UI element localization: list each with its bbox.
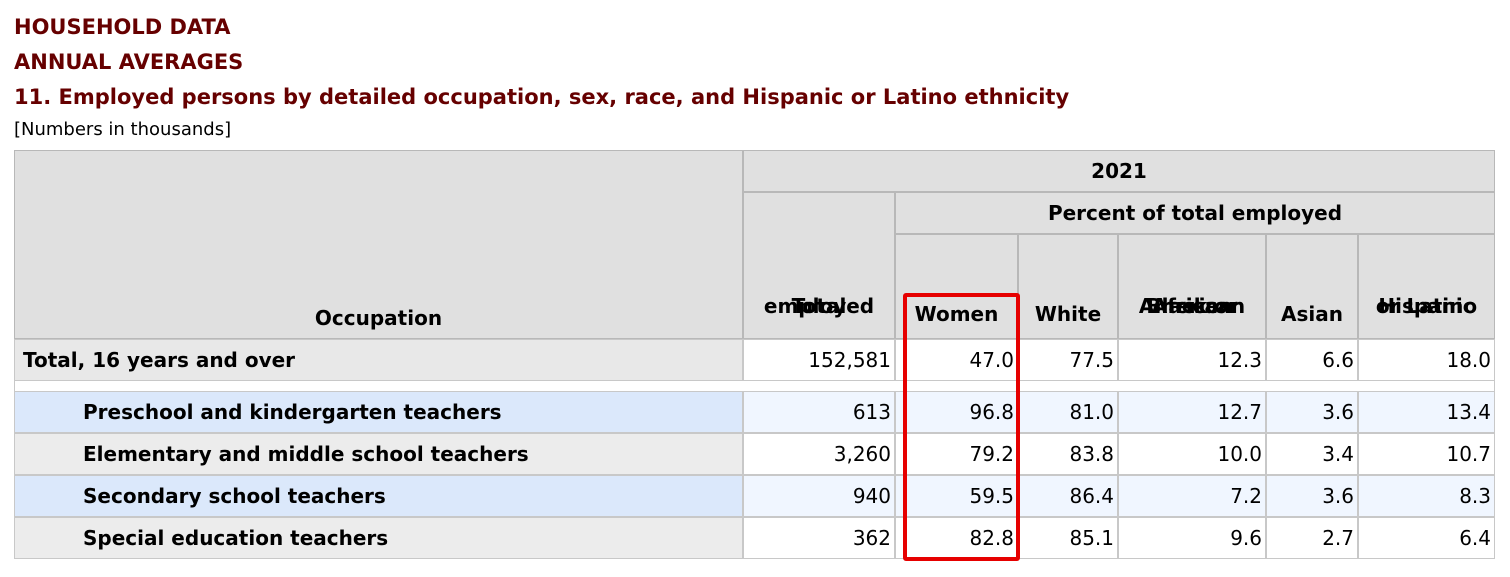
white-cell: 83.8 xyxy=(1018,433,1118,475)
percent-group-header: Percent of total employed xyxy=(895,192,1495,234)
hispanic-cell: 13.4 xyxy=(1358,391,1495,433)
table-row: Preschool and kindergarten teachers 613 … xyxy=(14,391,1495,433)
hispanic-column-header: Hispanic or Latino xyxy=(1358,234,1495,339)
report-period: ANNUAL AVERAGES xyxy=(14,50,244,74)
total-cell: 940 xyxy=(743,475,895,517)
white-column-header: White xyxy=(1018,234,1118,339)
table-row: Elementary and middle school teachers 3,… xyxy=(14,433,1495,475)
white-cell: 85.1 xyxy=(1018,517,1118,559)
occupation-cell: Elementary and middle school teachers xyxy=(14,433,743,475)
asian-cell: 3.4 xyxy=(1266,433,1358,475)
occupation-cell: Special education teachers xyxy=(14,517,743,559)
total-cell: 613 xyxy=(743,391,895,433)
asian-cell: 3.6 xyxy=(1266,391,1358,433)
hispanic-cell: 18.0 xyxy=(1358,339,1495,381)
total-employed-column-header: Total employed xyxy=(743,192,895,339)
hispanic-cell: 10.7 xyxy=(1358,433,1495,475)
black-cell: 12.3 xyxy=(1118,339,1266,381)
row-separator xyxy=(14,381,1495,391)
white-cell: 81.0 xyxy=(1018,391,1118,433)
black-cell: 12.7 xyxy=(1118,391,1266,433)
women-cell: 82.8 xyxy=(895,517,1018,559)
white-cell: 77.5 xyxy=(1018,339,1118,381)
women-column-header: Women xyxy=(895,234,1018,339)
report-category: HOUSEHOLD DATA xyxy=(14,15,231,39)
hispanic-cell: 6.4 xyxy=(1358,517,1495,559)
white-cell: 86.4 xyxy=(1018,475,1118,517)
occupation-cell: Total, 16 years and over xyxy=(14,339,743,381)
table-title: 11. Employed persons by detailed occupat… xyxy=(14,85,1070,109)
occupation-column-header: Occupation xyxy=(14,150,743,339)
asian-column-header: Asian xyxy=(1266,234,1358,339)
hispanic-cell: 8.3 xyxy=(1358,475,1495,517)
table-row-total: Total, 16 years and over 152,581 47.0 77… xyxy=(14,339,1495,381)
total-cell: 3,260 xyxy=(743,433,895,475)
total-cell: 362 xyxy=(743,517,895,559)
women-cell: 47.0 xyxy=(895,339,1018,381)
black-column-header: Black or African American xyxy=(1118,234,1266,339)
occupation-cell: Preschool and kindergarten teachers xyxy=(14,391,743,433)
asian-cell: 6.6 xyxy=(1266,339,1358,381)
asian-cell: 3.6 xyxy=(1266,475,1358,517)
asian-cell: 2.7 xyxy=(1266,517,1358,559)
occupation-cell: Secondary school teachers xyxy=(14,475,743,517)
women-cell: 59.5 xyxy=(895,475,1018,517)
total-cell: 152,581 xyxy=(743,339,895,381)
black-cell: 7.2 xyxy=(1118,475,1266,517)
table-row: Secondary school teachers 940 59.5 86.4 … xyxy=(14,475,1495,517)
women-cell: 96.8 xyxy=(895,391,1018,433)
black-cell: 9.6 xyxy=(1118,517,1266,559)
table-row: Special education teachers 362 82.8 85.1… xyxy=(14,517,1495,559)
units-note: [Numbers in thousands] xyxy=(14,119,232,140)
black-cell: 10.0 xyxy=(1118,433,1266,475)
year-column-header: 2021 xyxy=(743,150,1495,192)
women-cell: 79.2 xyxy=(895,433,1018,475)
